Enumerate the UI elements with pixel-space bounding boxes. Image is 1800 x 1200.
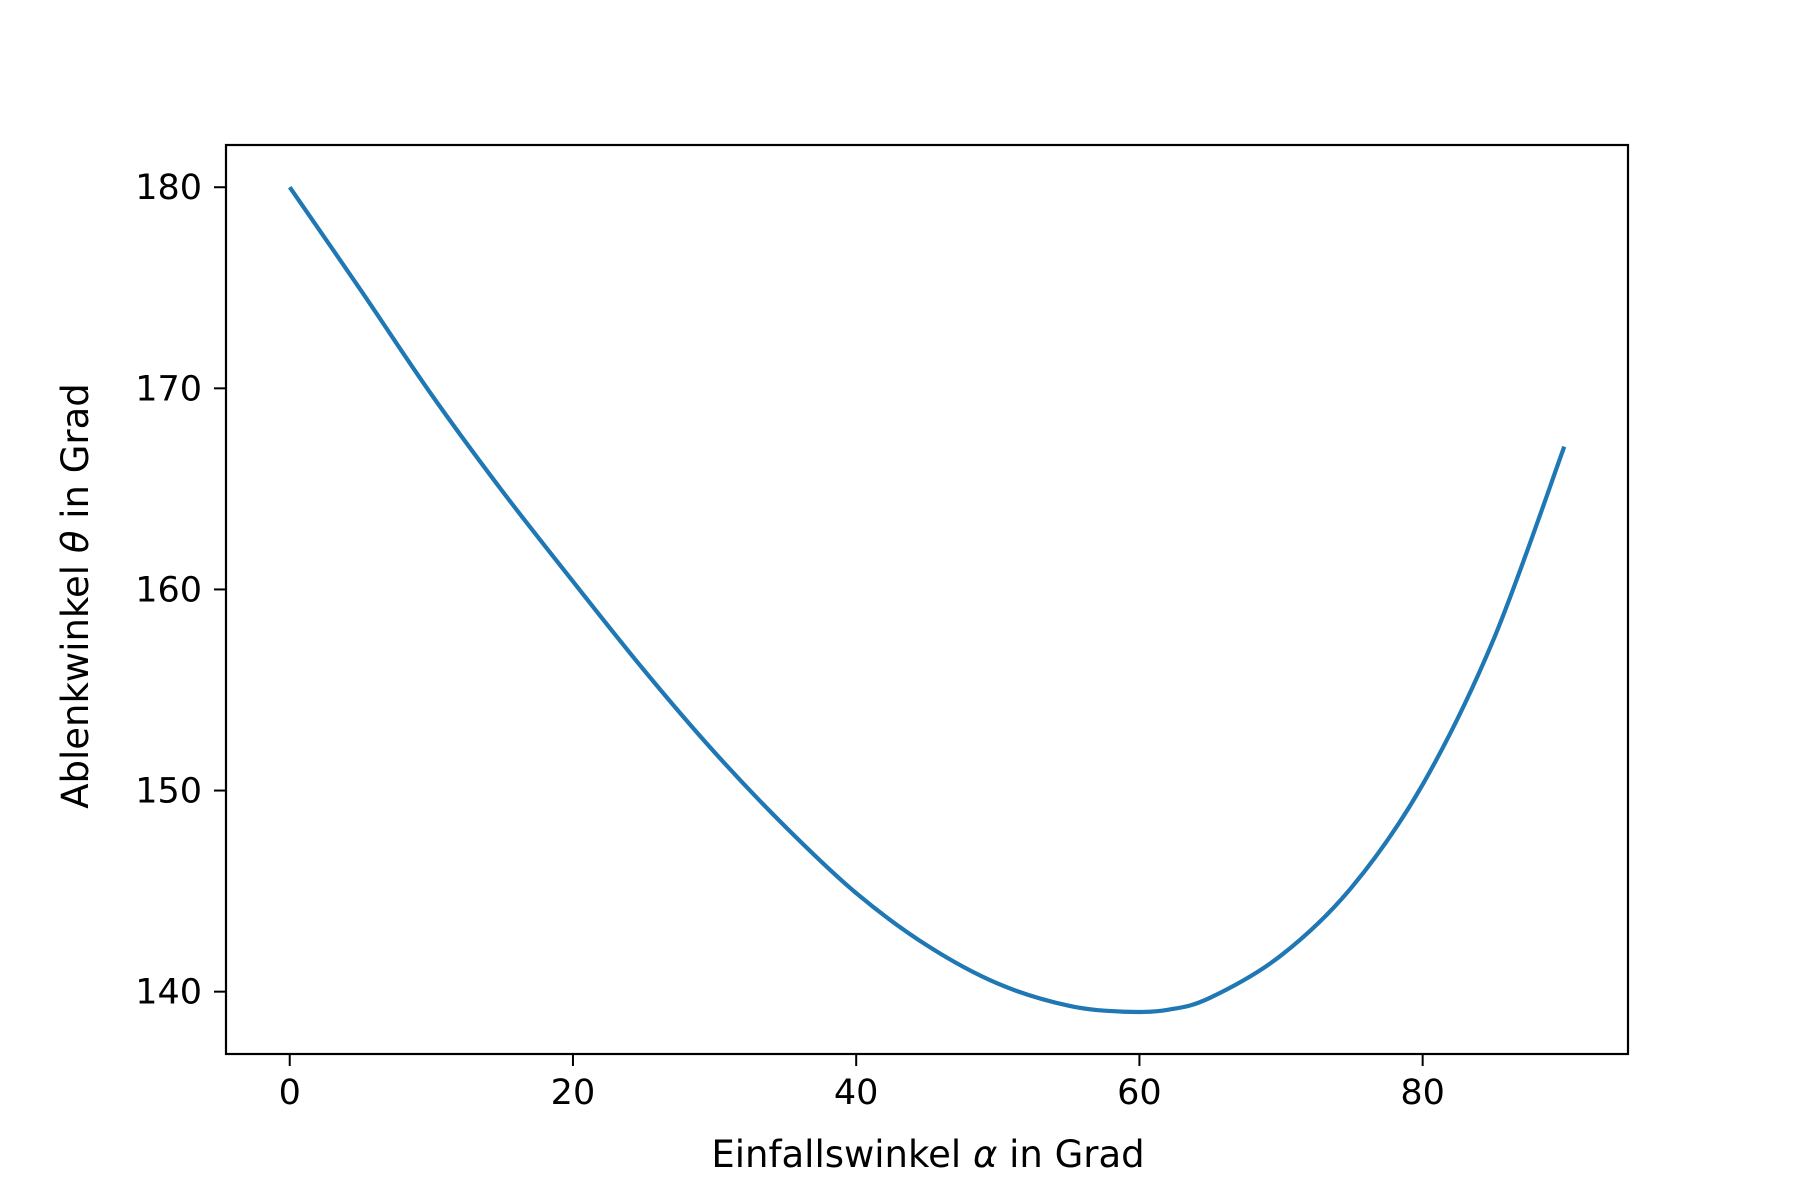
y-tick-label: 160 bbox=[135, 570, 202, 610]
plot-frame bbox=[224, 143, 1630, 1056]
x-axis-label: Einfallswinkel α in Grad bbox=[711, 1133, 1144, 1176]
y-axis-label: Ablenkwinkel θ in Grad bbox=[54, 383, 97, 809]
x-tick-label: 60 bbox=[1117, 1073, 1162, 1113]
axis-ticks: 0 20 40 60 80 140 150 160 170 180 bbox=[135, 168, 1445, 1113]
x-tick-label: 80 bbox=[1400, 1073, 1445, 1113]
y-tick-label: 170 bbox=[135, 369, 202, 409]
x-tick-label: 40 bbox=[834, 1073, 879, 1113]
plot-area bbox=[288, 186, 1567, 1015]
x-tick-label: 20 bbox=[551, 1073, 596, 1113]
x-tick-label: 0 bbox=[279, 1073, 301, 1113]
y-tick-label: 140 bbox=[135, 973, 202, 1013]
series-line-0 bbox=[288, 186, 1567, 1015]
y-tick-label: 150 bbox=[135, 772, 202, 812]
y-tick-label: 180 bbox=[135, 168, 202, 208]
